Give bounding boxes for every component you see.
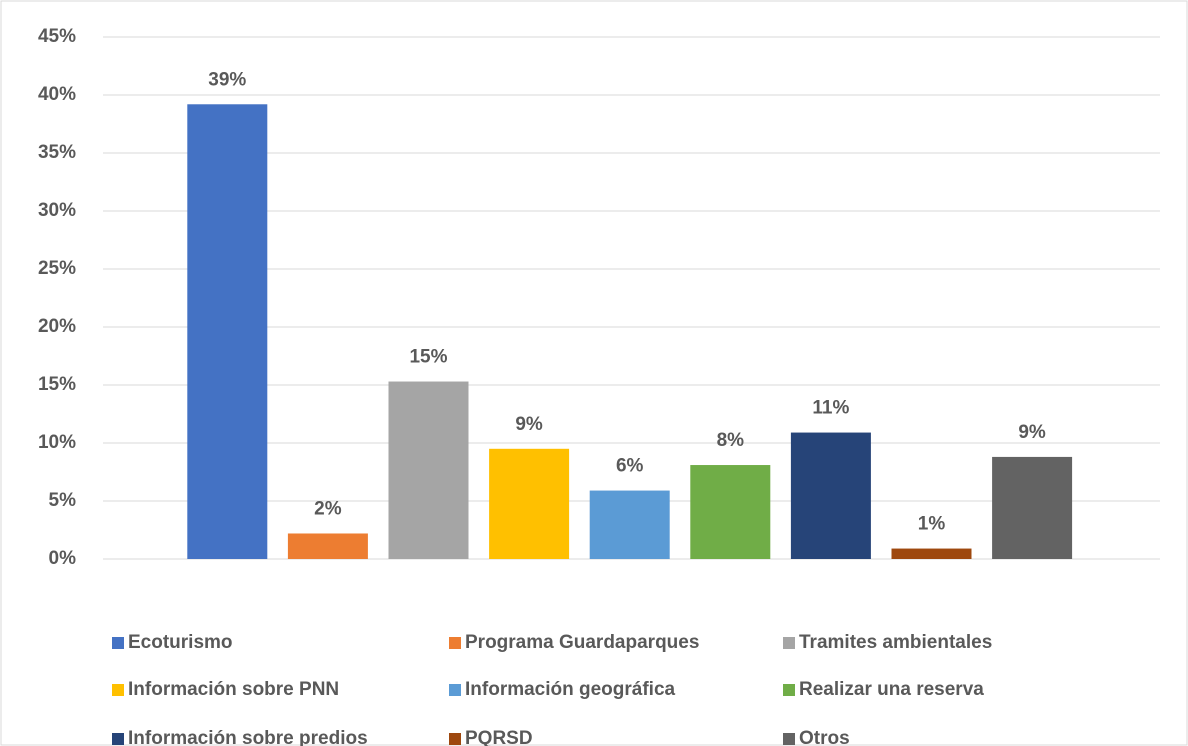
bar bbox=[187, 104, 268, 559]
legend-label: Tramites ambientales bbox=[799, 632, 992, 653]
data-label: 6% bbox=[616, 456, 644, 477]
data-label: 1% bbox=[918, 514, 946, 535]
y-tick-label: 15% bbox=[38, 374, 76, 395]
y-tick-label: 25% bbox=[38, 258, 76, 279]
data-label: 9% bbox=[515, 414, 543, 435]
legend-swatch bbox=[112, 733, 124, 745]
legend-swatch bbox=[449, 733, 461, 745]
bar bbox=[891, 548, 972, 559]
data-label: 8% bbox=[717, 430, 745, 451]
bar bbox=[589, 490, 670, 559]
legend-swatch bbox=[449, 684, 461, 696]
data-label: 9% bbox=[1018, 422, 1046, 443]
y-tick-label: 0% bbox=[49, 548, 77, 569]
legend-label: Información geográfica bbox=[465, 679, 676, 700]
y-tick-label: 45% bbox=[38, 26, 76, 47]
legend-label: Realizar una reserva bbox=[799, 679, 984, 700]
data-label: 39% bbox=[208, 69, 246, 90]
legend-swatch bbox=[783, 733, 795, 745]
bar bbox=[790, 432, 871, 559]
legend-swatch bbox=[112, 684, 124, 696]
legend-label: Ecoturismo bbox=[128, 632, 233, 653]
y-tick-label: 35% bbox=[38, 142, 76, 163]
bar bbox=[992, 456, 1073, 559]
legend-label: Programa Guardaparques bbox=[465, 632, 699, 653]
legend-label: Información sobre PNN bbox=[128, 679, 339, 700]
data-label: 15% bbox=[409, 347, 447, 368]
legend-swatch bbox=[449, 637, 461, 649]
legend-label: PQRSD bbox=[465, 728, 533, 746]
bar bbox=[690, 465, 771, 559]
y-tick-label: 20% bbox=[38, 316, 76, 337]
data-label: 11% bbox=[812, 398, 849, 419]
legend-label: Información sobre predios bbox=[128, 728, 368, 746]
y-tick-label: 30% bbox=[38, 200, 76, 221]
y-tick-label: 5% bbox=[49, 490, 77, 511]
legend-swatch bbox=[783, 637, 795, 649]
y-tick-label: 10% bbox=[38, 432, 76, 453]
bar bbox=[388, 381, 469, 559]
bar bbox=[287, 533, 368, 559]
data-label: 2% bbox=[314, 498, 342, 519]
legend-swatch bbox=[112, 637, 124, 649]
legend-swatch bbox=[783, 684, 795, 696]
legend-label: Otros bbox=[799, 728, 850, 746]
bar bbox=[489, 448, 570, 559]
y-tick-label: 40% bbox=[38, 84, 76, 105]
